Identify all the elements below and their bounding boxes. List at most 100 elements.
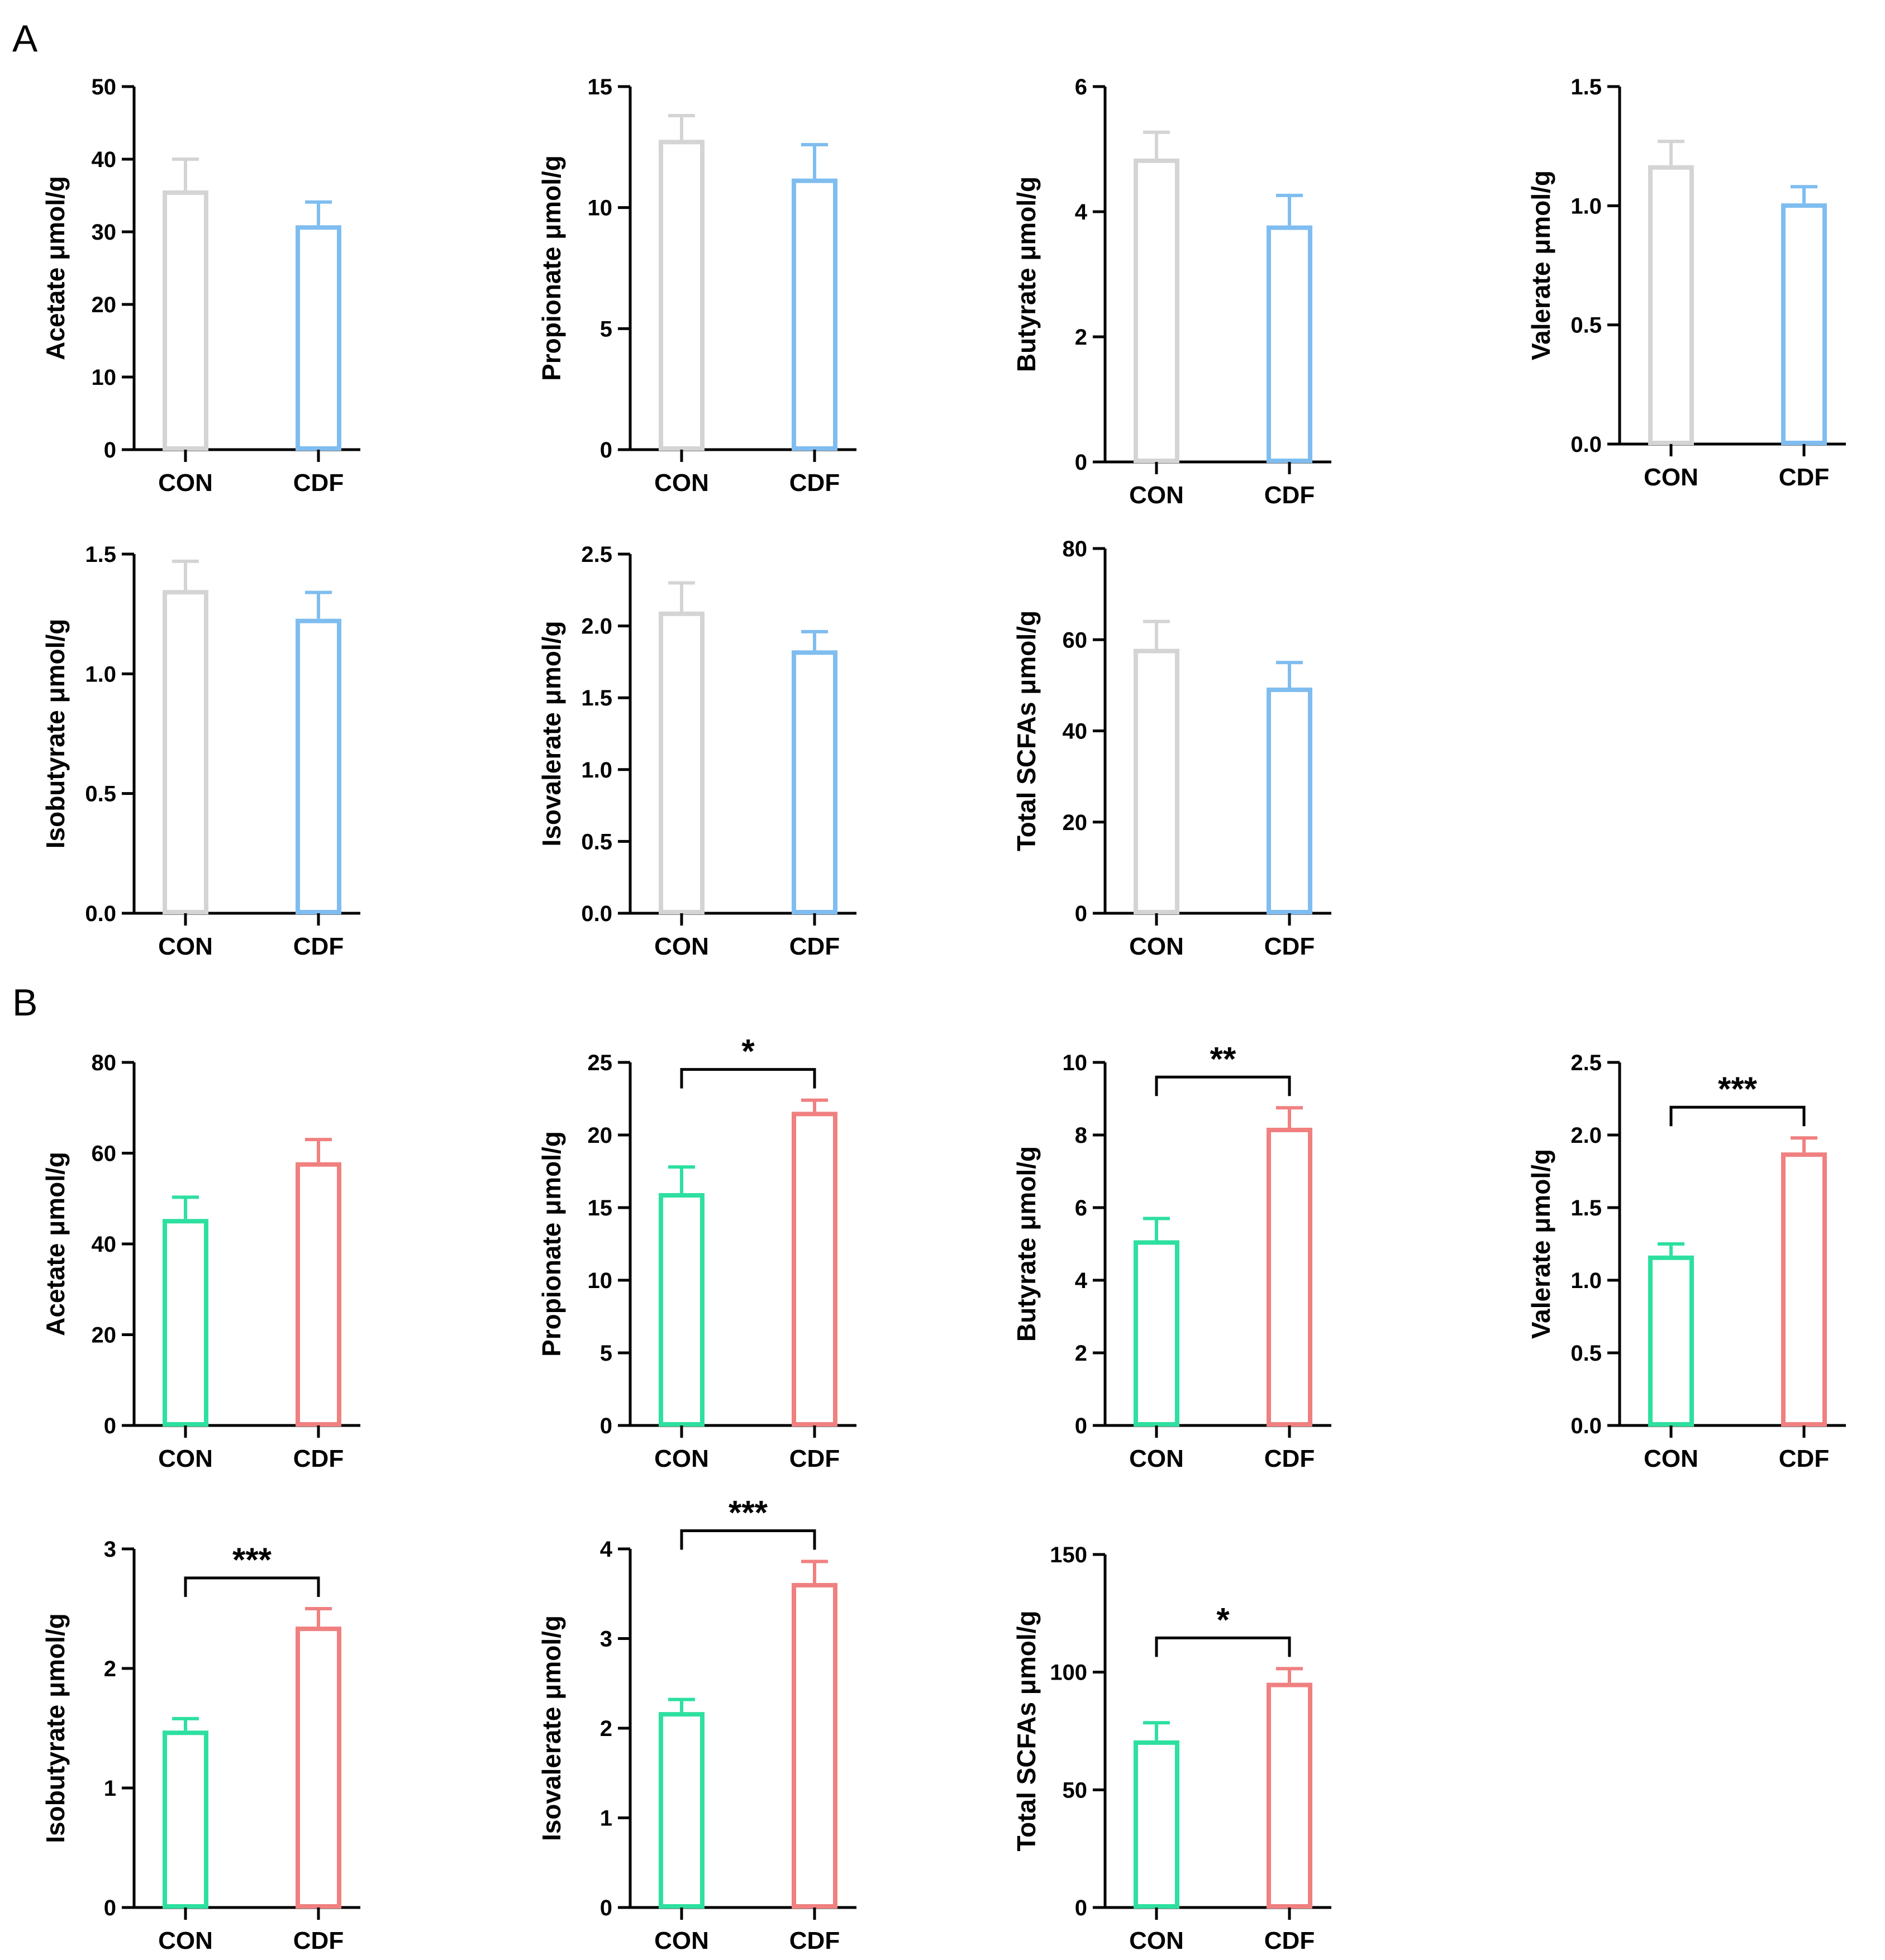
y-tick-label: 1 [104,1776,116,1801]
y-axis-title: Valerate μmol/g [1526,1149,1555,1339]
y-tick-label: 6 [1075,75,1087,99]
panel-letter-b: B [12,981,37,1024]
significance-label: ** [1210,1040,1236,1077]
y-tick-label: 4 [1075,1268,1088,1293]
chart-6: 0.0 0.5 1.0 1.5 2.0 2.5 Isovalerate μmol/g CON C… [537,542,856,960]
significance-label: * [741,1033,755,1070]
y-tick-label: 1.0 [1570,1268,1602,1293]
bar-con [1134,1240,1179,1427]
y-tick-label: 2.5 [1570,1051,1602,1075]
y-tick-label: 1.5 [1570,1196,1602,1220]
category-label-con: CON [1129,1927,1184,1954]
category-label-cdf: CDF [789,1445,840,1472]
y-tick-label: 0.5 [85,782,116,807]
category-label-cdf: CDF [293,469,344,497]
significance-bracket [1155,1636,1291,1657]
bar-con [659,1193,705,1427]
y-tick-label: 15 [588,1196,613,1220]
bar-cdf [1267,1682,1312,1909]
significance-bracket [680,1529,816,1550]
category-label-con: CON [158,1445,213,1472]
y-tick-label: 2.0 [581,614,612,639]
bar-con [163,190,208,451]
y-tick-label: 2 [600,1716,612,1741]
y-tick-label: 0 [1075,450,1087,475]
y-tick-label: 0 [1075,902,1087,926]
y-tick-label: 0.5 [581,829,612,854]
bar-con [659,611,705,914]
category-label-cdf: CDF [1264,1927,1315,1954]
category-label-cdf: CDF [789,1927,840,1954]
significance-label: *** [1718,1070,1758,1108]
panel-letter-a: A [12,17,38,60]
bar-cdf [296,1627,341,1909]
bar-cdf [296,1162,341,1427]
y-tick-label: 40 [92,1232,117,1257]
bar-con [1648,1255,1694,1427]
chart-4: 0.0 0.5 1.0 1.5 Valerate μmol/g CON CDF [1526,75,1846,491]
chart-8: 0 20 40 60 80 Acetate μmol/g CON CDF [41,1051,360,1472]
y-tick-label: 1.0 [1570,194,1602,218]
chart-7: 0 20 40 60 80 Total SCFAs μmol/g CON CDF [1012,537,1331,960]
y-axis-title: Butyrate μmol/g [1012,177,1041,372]
y-tick-label: 3 [600,1627,612,1652]
category-label-cdf: CDF [293,1445,344,1472]
category-label-con: CON [158,933,213,960]
y-tick-label: 100 [1050,1661,1087,1685]
y-tick-label: 10 [1063,1051,1088,1075]
bar-cdf [296,618,341,914]
category-label-con: CON [1644,1445,1698,1472]
y-axis-title: Total SCFAs μmol/g [1012,1610,1041,1851]
y-tick-label: 20 [92,1323,117,1348]
y-tick-label: 0.0 [85,902,116,926]
chart-3: 0 2 4 6 Butyrate μmol/g CON CDF [1012,75,1331,509]
y-tick-label: 4 [1075,200,1088,225]
y-tick-label: 0.5 [1570,1341,1602,1366]
y-tick-label: 150 [1050,1543,1087,1567]
y-tick-label: 10 [92,365,117,390]
chart-10: 0 2 4 6 8 10 Butyrate μmol/g CON CDF ** [1012,1040,1331,1472]
y-axis-title: Propionate μmol/g [537,1131,566,1357]
category-label-con: CON [1129,933,1184,960]
y-tick-label: 0 [600,438,612,462]
category-label-con: CON [1644,464,1698,491]
y-tick-label: 0 [1075,1414,1087,1438]
bar-cdf [1267,1128,1312,1427]
category-label-cdf: CDF [1779,464,1829,491]
y-axis-title: Isovalerate μmol/g [537,621,566,847]
chart-1: 0 10 20 30 40 50 Acetate μmol/g CON CDF [41,75,360,497]
y-tick-label: 40 [1063,719,1088,744]
y-tick-label: 6 [1075,1196,1087,1220]
chart-11: 0.0 0.5 1.0 1.5 2.0 2.5 Valerate μmol/g CON CDF *… [1526,1051,1846,1472]
y-tick-label: 30 [92,220,117,245]
category-label-cdf: CDF [1779,1445,1829,1472]
bar-con [1648,165,1694,445]
y-tick-label: 25 [588,1051,613,1075]
y-tick-label: 10 [588,1268,613,1293]
bar-con [1134,648,1179,914]
y-tick-label: 2.0 [1570,1123,1602,1148]
bar-cdf [792,650,837,914]
chart-2: 0 5 10 15 Propionate μmol/g CON CDF [537,75,856,497]
category-label-cdf: CDF [789,469,840,497]
y-axis-title: Acetate μmol/g [41,176,70,360]
y-tick-label: 2.5 [581,542,612,567]
y-tick-label: 0 [104,1414,116,1438]
bar-cdf [1267,687,1312,915]
category-label-con: CON [654,933,709,960]
y-tick-label: 0 [600,1414,612,1438]
y-axis-title: Total SCFAs μmol/g [1012,611,1041,851]
bar-cdf [1267,225,1312,463]
y-tick-label: 1.0 [581,758,612,783]
y-tick-label: 0.0 [1570,1414,1602,1438]
y-tick-label: 2 [1075,1341,1087,1366]
category-label-cdf: CDF [293,933,344,960]
y-tick-label: 5 [600,317,612,341]
chart-9: 0 5 10 15 20 25 Propionate μmol/g CON CDF * [537,1033,856,1472]
y-tick-label: 0 [104,1896,116,1920]
y-tick-label: 0.5 [1570,313,1602,338]
y-tick-label: 1.5 [85,542,116,567]
significance-bracket [1669,1105,1806,1127]
bar-cdf [1781,1152,1827,1427]
